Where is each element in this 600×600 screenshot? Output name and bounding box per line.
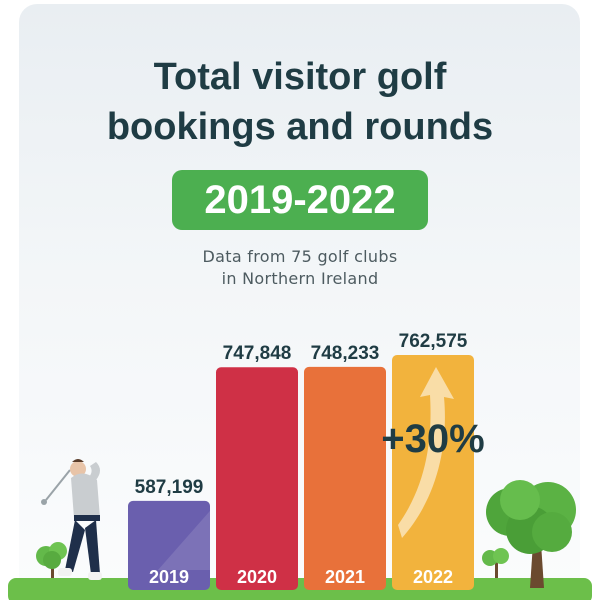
bush-left xyxy=(36,542,67,578)
growth-arrow-icon xyxy=(398,367,454,538)
subtitle-line-2: in Northern Ireland xyxy=(221,269,379,288)
bar-sheen xyxy=(158,510,210,570)
category-label: 2021 xyxy=(325,567,365,587)
bar-2021 xyxy=(304,366,386,590)
ground xyxy=(8,578,592,600)
chart-subtitle: Data from 75 golf clubs in Northern Irel… xyxy=(0,246,600,290)
value-label: 747,848 xyxy=(223,343,292,364)
value-label: 748,233 xyxy=(311,343,380,364)
growth-annotation: +30% xyxy=(381,417,484,461)
bar-2019 xyxy=(128,500,210,590)
value-label: 762,575 xyxy=(399,331,468,352)
value-label: 587,199 xyxy=(135,477,204,498)
title-line-1: Total visitor golf xyxy=(153,56,447,98)
year-range-badge: 2019-2022 xyxy=(172,170,428,230)
infographic-card xyxy=(19,4,580,600)
bush-right xyxy=(482,548,509,578)
category-label: 2022 xyxy=(413,567,453,587)
title-line-2: bookings and rounds xyxy=(106,106,494,148)
bar-2020 xyxy=(216,367,298,590)
golfer-illustration xyxy=(41,459,102,580)
chart-title: Total visitor golf bookings and rounds xyxy=(0,52,600,152)
category-label: 2019 xyxy=(149,567,189,587)
tree-right xyxy=(486,480,576,588)
subtitle-line-1: Data from 75 golf clubs xyxy=(202,247,398,266)
bars: 587,199 747,848 748,233 762,575 2019 2020 2021… xyxy=(128,331,485,590)
category-label: 2020 xyxy=(237,567,277,587)
